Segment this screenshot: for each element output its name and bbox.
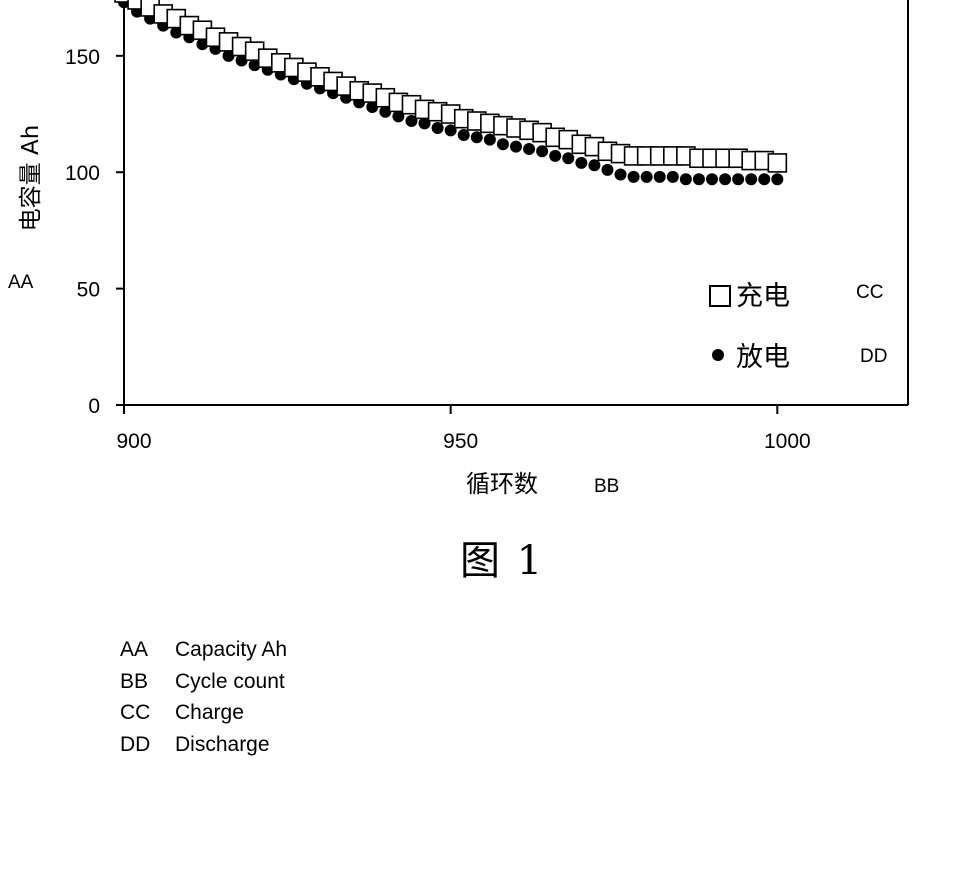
y-tick-label: 0 <box>88 395 100 418</box>
x-axis-label-code: BB <box>594 476 619 497</box>
y-tick-group: 0 50 100 150 <box>65 46 124 418</box>
capacity-cycle-chart: 0 50 100 150 900 950 1000 电容量 Ah AA 循环数 BB 充电… <box>0 0 954 520</box>
legend-charge-marker <box>710 286 730 306</box>
discharge-point <box>667 171 679 183</box>
legend-charge-label: 充电 <box>736 281 790 312</box>
charge-point <box>768 154 786 172</box>
x-tick-label: 900 <box>116 430 151 453</box>
discharge-point <box>641 171 653 183</box>
x-tick-label: 950 <box>443 430 478 453</box>
note-code: CC <box>120 697 175 729</box>
discharge-point <box>628 171 640 183</box>
discharge-point <box>601 164 613 176</box>
note-code: BB <box>120 666 175 698</box>
figure-caption: 图 1 <box>460 528 544 586</box>
y-tick-label: 100 <box>65 162 100 185</box>
plot-area: 0 50 100 150 900 950 1000 <box>65 0 908 453</box>
discharge-point <box>523 143 535 155</box>
discharge-point <box>549 150 561 162</box>
discharge-point <box>510 141 522 153</box>
discharge-point <box>693 173 705 185</box>
note-row: BB Cycle count <box>120 666 287 698</box>
note-code: DD <box>120 729 175 761</box>
legend-charge-code: CC <box>856 282 883 303</box>
note-text: Discharge <box>175 729 270 761</box>
discharge-point <box>575 157 587 169</box>
x-tick-group: 900 950 1000 <box>116 405 810 453</box>
discharge-point <box>615 169 627 181</box>
note-text: Capacity Ah <box>175 634 287 666</box>
x-axis-label: 循环数 <box>466 470 538 498</box>
note-text: Charge <box>175 697 244 729</box>
x-tick-label: 1000 <box>764 430 811 453</box>
discharge-point <box>771 173 783 185</box>
discharge-point <box>654 171 666 183</box>
y-tick-label: 50 <box>77 279 100 302</box>
note-text: Cycle count <box>175 666 285 698</box>
discharge-point <box>758 173 770 185</box>
y-axis-label: 电容量 Ah <box>18 125 44 232</box>
series-layer <box>115 0 786 185</box>
note-row: AA Capacity Ah <box>120 634 287 666</box>
discharge-point <box>745 173 757 185</box>
note-row: CC Charge <box>120 697 287 729</box>
note-code: AA <box>120 634 175 666</box>
discharge-point <box>497 138 509 150</box>
discharge-point <box>732 173 744 185</box>
discharge-point <box>706 173 718 185</box>
legend-discharge-code: DD <box>860 346 887 367</box>
discharge-point <box>680 173 692 185</box>
legend-discharge-label: 放电 <box>736 342 790 373</box>
y-tick-label: 150 <box>65 46 100 69</box>
discharge-point <box>719 173 731 185</box>
note-row: DD Discharge <box>120 729 287 761</box>
label-notes: AA Capacity Ah BB Cycle count CC Charge … <box>120 634 287 760</box>
legend-discharge-marker <box>712 349 724 361</box>
legend: 充电 CC 放电 DD <box>710 281 887 373</box>
y-axis-label-code: AA <box>8 272 34 293</box>
